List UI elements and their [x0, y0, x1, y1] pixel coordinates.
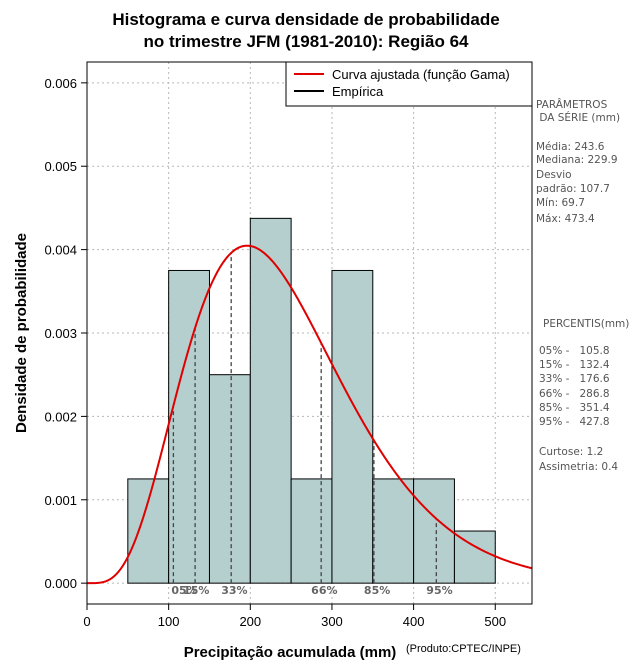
- percentile-05: 05% - 105.8: [539, 345, 610, 357]
- x-tick-label: 300: [321, 614, 343, 629]
- gamma-fit-curve: [87, 244, 533, 585]
- y-tick-label: 0.001: [44, 493, 77, 508]
- percentile-marker-label: 33%: [221, 584, 247, 597]
- histogram-bar: [168, 269, 210, 584]
- params-title-1: PARÂMETROS: [536, 98, 608, 111]
- histogram-bar: [413, 478, 455, 584]
- legend-box: [285, 61, 533, 107]
- legend-label-empirical: Empírica: [332, 84, 384, 99]
- credit-text: (Produto:CPTEC/INPE): [406, 643, 521, 655]
- chart-title-line-2: no trimestre JFM (1981-2010): Região 64: [143, 32, 469, 51]
- percentile-marker-label: 95%: [426, 584, 452, 597]
- histogram-bar: [290, 478, 333, 584]
- param-min: Mín: 69.7: [536, 197, 585, 209]
- param-desvio-1: Desvio: [536, 169, 572, 181]
- x-tick-label: 400: [403, 614, 425, 629]
- percentile-33: 33% - 176.6: [539, 373, 610, 385]
- histogram-bar: [208, 374, 251, 584]
- percentiles-panel: PERCENTIS(mm) 05% - 105.8 15% - 132.4 33…: [539, 318, 629, 473]
- legend: Curva ajustada (função Gama) Empírica: [285, 61, 533, 107]
- params-title-2: DA SÉRIE (mm): [536, 111, 620, 124]
- percentile-95: 95% - 427.8: [539, 416, 610, 428]
- y-tick-label: 0.000: [44, 576, 77, 591]
- histogram-bar: [372, 478, 415, 584]
- percentile-marker-label: 15%: [183, 584, 209, 597]
- y-tick-label: 0.002: [44, 409, 77, 424]
- x-tick-label: 500: [484, 614, 506, 629]
- x-tick-label: 100: [158, 614, 180, 629]
- stat-assimetria: Assimetria: 0.4: [539, 461, 618, 473]
- histogram-bar: [249, 217, 292, 584]
- percentile-66: 66% - 286.8: [539, 388, 610, 400]
- stat-curtose: Curtose: 1.2: [539, 446, 603, 458]
- param-max: Máx: 473.4: [536, 213, 595, 225]
- y-tick-label: 0.005: [44, 159, 77, 174]
- axes: 0 100 200 300 400 500 0.000 0.001 0.002 0.003 0.00…: [44, 76, 506, 629]
- histogram-bars: [127, 217, 496, 584]
- histogram-bar: [127, 478, 170, 584]
- x-tick-label: 0: [83, 614, 90, 629]
- percentile-marker-label: 85%: [364, 584, 390, 597]
- chart-title-line-1: Histograma e curva densidade de probabil…: [112, 10, 499, 29]
- y-axis-label: Densidade de probabilidade: [13, 233, 30, 433]
- percentile-marker-label: 66%: [311, 584, 337, 597]
- percentile-marker-label: 05%: [171, 584, 197, 597]
- x-axis-label: Precipitação acumulada (mm): [184, 644, 397, 660]
- y-tick-label: 0.004: [44, 243, 77, 258]
- percentiles-title: PERCENTIS(mm): [543, 318, 629, 330]
- y-tick-label: 0.003: [44, 326, 77, 341]
- percentile-markers: 05%15% 33% 66% 85% 95%: [171, 252, 453, 597]
- series-parameters-panel: PARÂMETROS DA SÉRIE (mm) Média: 243.6 Me…: [536, 98, 620, 225]
- param-media: Média: 243.6: [536, 141, 605, 153]
- param-mediana: Mediana: 229.9: [536, 154, 618, 166]
- percentile-85: 85% - 351.4: [539, 402, 610, 414]
- legend-label-fit: Curva ajustada (função Gama): [332, 67, 510, 82]
- gamma-curve-layer: [87, 244, 533, 585]
- y-tick-label: 0.006: [44, 76, 77, 91]
- x-tick-label: 200: [239, 614, 261, 629]
- histogram-bar: [453, 530, 496, 584]
- percentile-15: 15% - 132.4: [539, 359, 610, 371]
- param-desvio-2: padrão: 107.7: [536, 183, 610, 195]
